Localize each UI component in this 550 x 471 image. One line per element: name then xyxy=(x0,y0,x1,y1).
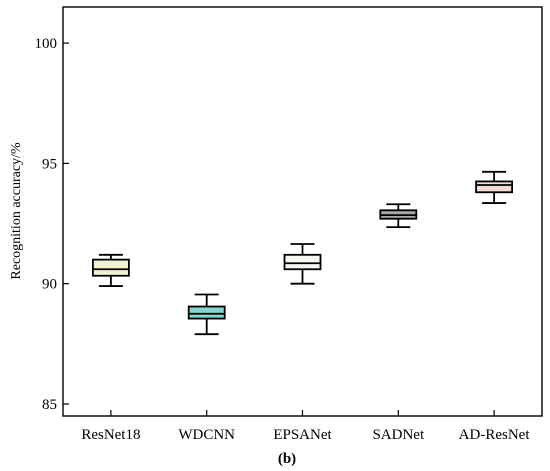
x-tick-label: ResNet18 xyxy=(81,427,140,443)
x-axis: ResNet18 WDCNN EPSANet SADNet AD-ResNet xyxy=(81,410,530,443)
y-tick-label: 100 xyxy=(35,36,58,52)
box-ad-resnet xyxy=(475,170,514,204)
x-tick-label: EPSANet xyxy=(273,427,332,443)
y-tick-label: 90 xyxy=(42,277,57,293)
box-sadnet xyxy=(379,203,418,229)
iqr-box xyxy=(187,305,226,320)
x-tick-label: SADNet xyxy=(372,427,424,443)
y-axis: 85 90 95 100 xyxy=(35,36,69,413)
panel-label: (b) xyxy=(278,451,296,467)
iqr-box xyxy=(283,253,322,271)
x-tick-label: AD-ResNet xyxy=(459,427,531,443)
boxes-layer xyxy=(92,170,514,336)
y-tick-label: 85 xyxy=(42,397,57,413)
box-resnet18 xyxy=(92,253,130,287)
box-wdcnn xyxy=(187,293,226,336)
iqr-box xyxy=(475,180,514,194)
y-tick-label: 95 xyxy=(42,156,57,172)
x-tick-label: WDCNN xyxy=(178,427,235,443)
y-axis-title: Recognition accuracy/% xyxy=(9,142,24,280)
plot-frame xyxy=(62,6,543,417)
iqr-box xyxy=(92,258,130,277)
box-epsanet xyxy=(283,243,322,285)
